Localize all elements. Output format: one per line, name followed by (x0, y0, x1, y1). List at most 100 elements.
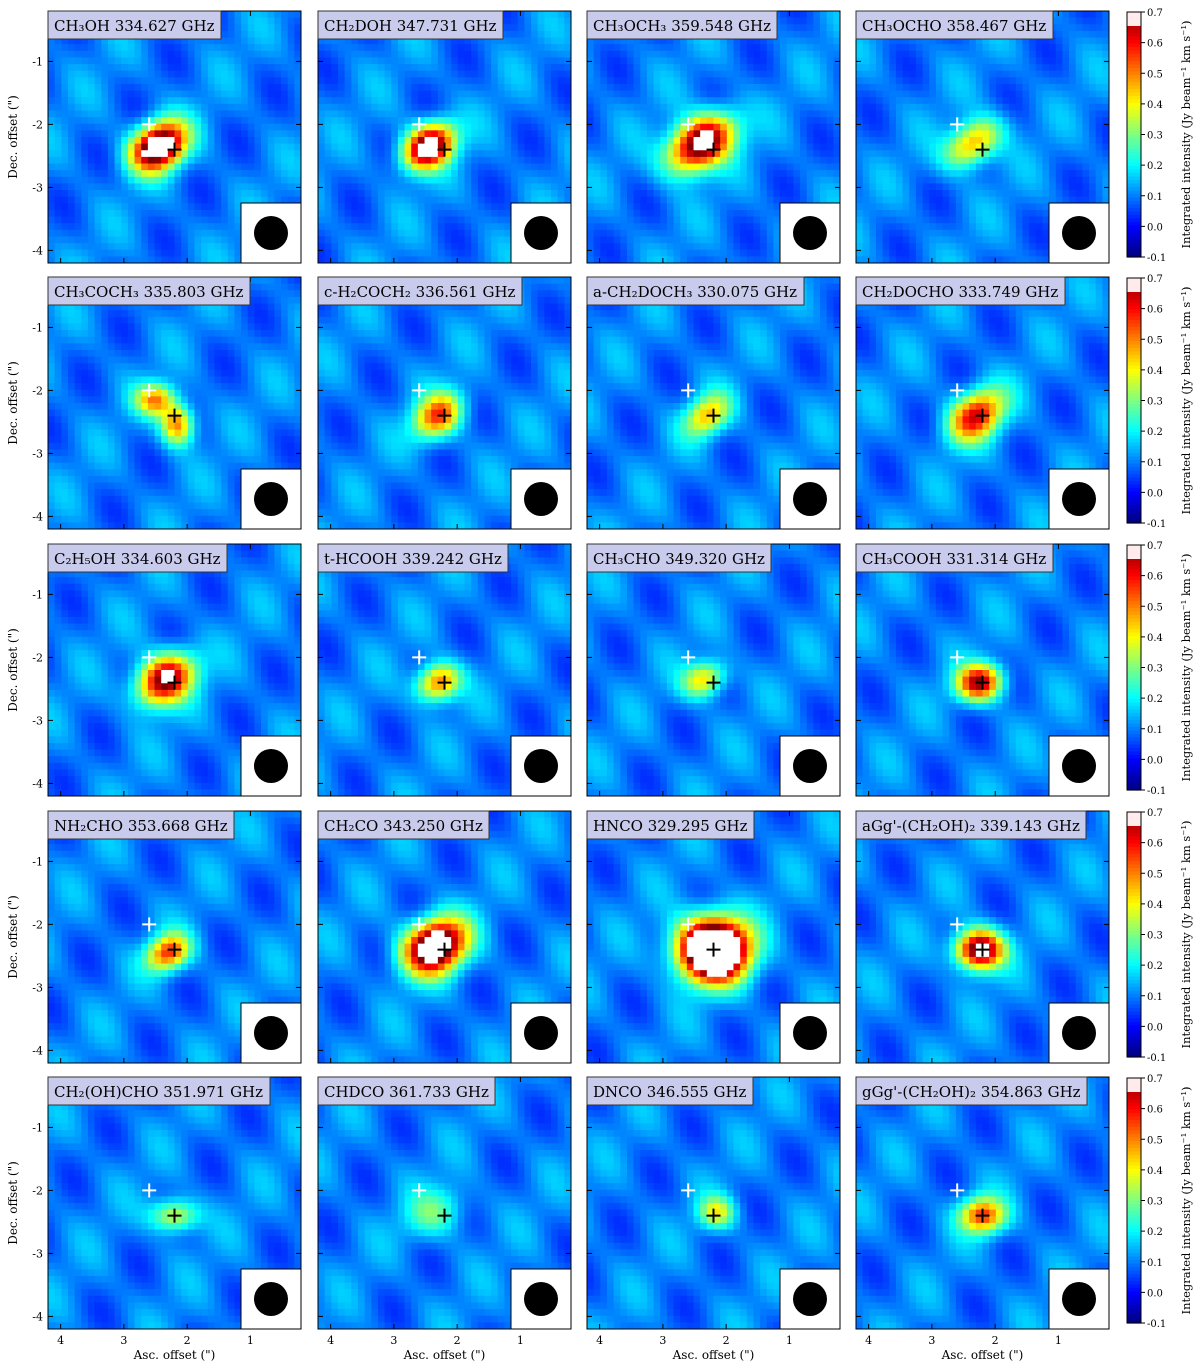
heatmap-cell (294, 30, 301, 39)
heatmap-cell (653, 196, 661, 204)
heatmap-cell (337, 44, 346, 52)
heatmap-cell (274, 30, 282, 39)
heatmap-cell (194, 123, 202, 131)
heatmap-cell (74, 64, 82, 72)
heatmap-cell (626, 130, 635, 138)
heatmap-cell (1009, 37, 1017, 45)
heatmap-cell (444, 44, 452, 52)
heatmap-cell (800, 83, 808, 92)
heatmap-cell (417, 203, 426, 211)
heatmap-cell (241, 83, 249, 92)
heatmap-cell (633, 209, 641, 218)
heatmap-cell (962, 103, 970, 112)
heatmap-cell (377, 216, 386, 224)
heatmap-cell (357, 90, 366, 98)
heatmap-cell (600, 143, 608, 151)
heatmap-cell (391, 216, 399, 224)
heatmap-cell (287, 143, 295, 151)
heatmap-cell (81, 256, 89, 263)
heatmap-cell (187, 236, 196, 244)
heatmap-cell (294, 137, 301, 145)
heatmap-cell (753, 229, 761, 238)
heatmap-cell (1089, 11, 1097, 19)
heatmap-cell (167, 110, 176, 118)
heatmap-cell (54, 37, 62, 45)
heatmap-cell (693, 103, 701, 112)
heatmap-cell (753, 236, 761, 244)
heatmap-cell (81, 37, 89, 45)
heatmap-cell (826, 156, 834, 165)
heatmap-cell (856, 90, 864, 98)
heatmap-cell (281, 130, 289, 138)
heatmap-cell (94, 150, 102, 158)
heatmap-cell (593, 256, 601, 263)
heatmap-cell (524, 196, 532, 204)
heatmap-cell (660, 143, 668, 151)
heatmap-cell (942, 83, 950, 92)
heatmap-cell (81, 143, 89, 151)
heatmap-cell (517, 70, 525, 78)
heatmap-cell (1062, 30, 1070, 39)
heatmap-cell (626, 110, 635, 118)
heatmap-cell (1102, 83, 1109, 92)
heatmap-cell (686, 203, 695, 211)
heatmap-cell (504, 156, 512, 165)
heatmap-cell (826, 37, 834, 45)
heatmap-cell (753, 223, 761, 231)
heatmap-cell (147, 223, 156, 231)
heatmap-cell (1055, 70, 1063, 78)
heatmap-cell (633, 110, 641, 118)
heatmap-cell (504, 30, 512, 39)
heatmap-cell (107, 223, 116, 231)
heatmap-cell (318, 223, 326, 231)
heatmap-cell (221, 137, 229, 145)
heatmap-cell (484, 117, 492, 125)
heatmap-cell (491, 70, 499, 78)
heatmap-cell (127, 236, 136, 244)
heatmap-cell (551, 44, 559, 52)
heatmap-cell (227, 143, 236, 151)
heatmap-cell (517, 103, 525, 112)
heatmap-cell (261, 103, 269, 112)
heatmap-cell (48, 130, 56, 138)
heatmap-cell (464, 103, 472, 112)
heatmap-cell (214, 70, 222, 78)
heatmap-cell (344, 130, 352, 138)
heatmap-cell (74, 44, 82, 52)
heatmap-cell (680, 170, 688, 178)
heatmap-cell (274, 83, 282, 92)
heatmap-cell (261, 57, 269, 65)
heatmap-cell (331, 229, 339, 238)
heatmap-cell (451, 229, 459, 238)
heatmap-cell (141, 44, 149, 52)
heatmap-cell (833, 97, 840, 105)
heatmap-cell (693, 183, 701, 191)
heatmap-cell (444, 50, 452, 59)
heatmap-cell (357, 64, 366, 72)
heatmap-cell (67, 223, 76, 231)
heatmap-cell (107, 123, 116, 131)
heatmap-cell (431, 137, 439, 145)
heatmap-cell (587, 216, 595, 224)
heatmap-cell (67, 50, 76, 59)
heatmap-cell (606, 50, 615, 59)
heatmap-cell (660, 249, 668, 257)
heatmap-cell (1089, 37, 1097, 45)
heatmap-cell (700, 216, 708, 224)
heatmap-cell (613, 110, 621, 118)
heatmap-cell (431, 203, 439, 211)
heatmap-cell (1082, 64, 1090, 72)
heatmap-cell (1095, 103, 1103, 112)
heatmap-cell (281, 123, 289, 131)
heatmap-cell (693, 190, 701, 198)
y-tick-label: -4 (32, 244, 43, 257)
heatmap-cell (491, 156, 499, 165)
heatmap-cell (351, 156, 359, 165)
heatmap-cell (557, 90, 565, 98)
heatmap-cell (61, 176, 69, 185)
heatmap-cell (101, 249, 109, 257)
heatmap-cell (780, 57, 788, 65)
heatmap-cell (391, 83, 399, 92)
heatmap-cell (544, 163, 552, 171)
heatmap-cell (740, 203, 748, 211)
